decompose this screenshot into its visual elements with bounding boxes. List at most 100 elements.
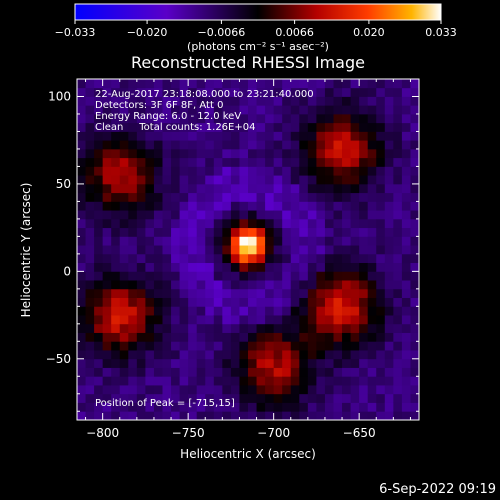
image-pixel [307,218,317,229]
image-pixel [350,411,360,420]
image-pixel [119,411,129,420]
image-pixel [359,113,369,124]
image-pixel [324,157,334,167]
image-pixel [393,402,403,412]
image-pixel [77,280,86,290]
image-pixel [145,262,155,272]
image-pixel [213,79,223,89]
image-pixel [111,122,121,132]
image-pixel [205,96,215,106]
image-pixel [111,323,121,333]
image-pixel [230,280,240,290]
image-pixel [248,315,257,325]
image-pixel [299,393,309,403]
image-pixel [282,315,292,325]
image-pixel [401,350,411,360]
image-pixel [145,271,155,281]
image-pixel [316,87,326,97]
image-pixel [410,262,419,272]
image-pixel [384,315,394,325]
image-pixel [350,306,360,316]
image-pixel [307,245,317,255]
image-pixel [367,148,377,159]
image-pixel [256,385,266,395]
image-pixel [333,315,343,325]
image-pixel [282,262,292,272]
image-pixel [299,288,309,298]
image-pixel [162,280,172,290]
image-pixel [128,288,138,298]
image-pixel [85,96,95,106]
image-pixel [171,297,180,307]
image-pixel [94,175,104,185]
image-pixel [179,262,189,272]
image-pixel [273,105,283,115]
image-pixel [265,323,275,333]
image-pixel [111,332,121,342]
image-pixel [307,227,317,237]
image-pixel [205,262,215,272]
image-pixel [393,350,403,360]
image-pixel [179,385,189,395]
image-pixel [384,341,394,351]
image-pixel [307,271,317,281]
image-pixel [307,323,317,333]
image-pixel [290,175,300,185]
image-pixel [248,393,257,403]
image-pixel [393,227,403,237]
image-pixel [342,297,351,307]
image-pixel [196,201,206,211]
image-pixel [94,280,104,290]
image-pixel [316,350,326,360]
image-pixel [77,79,86,89]
image-pixel [145,166,155,176]
image-pixel [265,166,275,176]
image-pixel [256,411,266,420]
image-pixel [290,288,300,298]
image-pixel [401,358,411,368]
image-pixel [273,280,283,290]
image-pixel [376,367,386,377]
image-pixel [239,367,249,377]
image-pixel [393,367,403,377]
image-pixel [299,87,309,97]
image-pixel [205,105,215,115]
image-pixel [324,306,334,316]
image-pixel [342,192,351,202]
image-pixel [77,236,86,246]
image-pixel [367,385,377,395]
image-pixel [77,288,86,298]
image-pixel [333,341,343,351]
image-pixel [205,175,215,185]
image-pixel [393,96,403,106]
image-pixel [145,148,155,159]
image-pixel [128,148,138,159]
image-pixel [205,131,215,141]
image-pixel [196,411,206,420]
image-pixel [282,385,292,395]
image-pixel [230,402,240,412]
image-pixel [239,96,249,106]
image-pixel [145,140,155,150]
image-pixel [162,210,172,220]
image-pixel [384,253,394,264]
image-pixel [162,96,172,106]
image-pixel [384,227,394,237]
image-pixel [111,288,121,298]
colorbar-tick-label: 0.0066 [275,26,314,39]
image-pixel [119,113,129,124]
image-pixel [119,271,129,281]
image-pixel [239,210,249,220]
image-pixel [136,227,146,237]
image-pixel [94,262,104,272]
colorbar-tick-label: −0.020 [127,26,168,39]
image-pixel [248,236,257,246]
image-pixel [196,210,206,220]
image-pixel [85,245,95,255]
image-pixel [342,402,351,412]
image-pixel [213,323,223,333]
image-pixel [230,245,240,255]
image-pixel [384,105,394,115]
image-pixel [256,280,266,290]
image-pixel [119,157,129,167]
